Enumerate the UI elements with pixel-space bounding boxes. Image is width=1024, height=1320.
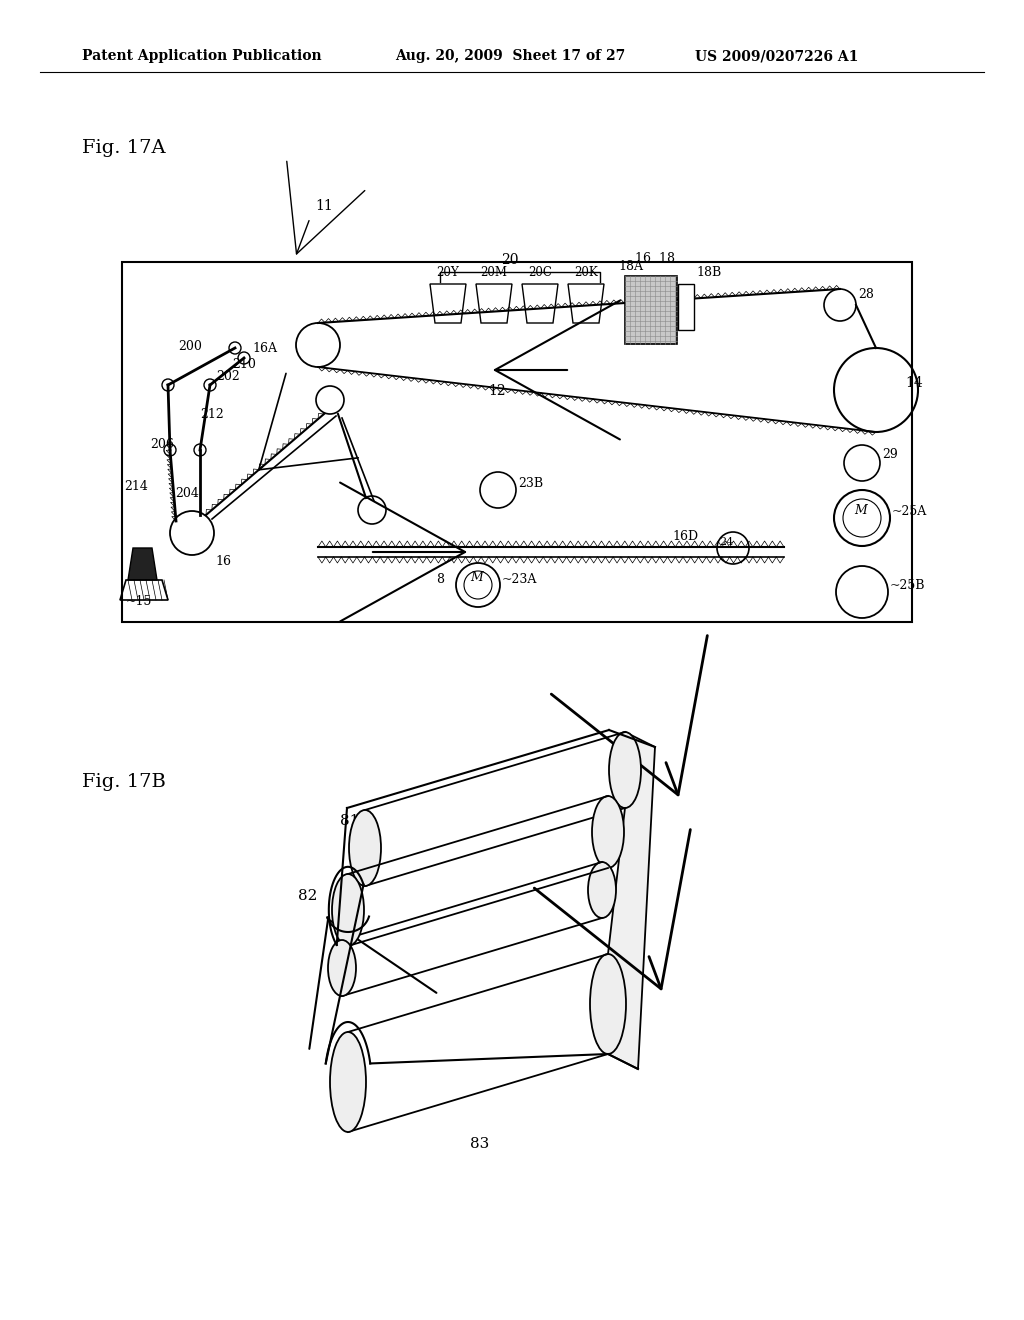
Text: Patent Application Publication: Patent Application Publication (82, 49, 322, 63)
Text: 214: 214 (124, 480, 147, 492)
Text: US 2009/0207226 A1: US 2009/0207226 A1 (695, 49, 858, 63)
Text: M: M (854, 504, 866, 517)
Ellipse shape (332, 874, 364, 946)
Text: 24: 24 (719, 537, 733, 546)
Ellipse shape (349, 810, 381, 886)
Text: ~25A: ~25A (892, 506, 928, 517)
Text: 14: 14 (905, 376, 923, 389)
Text: 20M: 20M (480, 267, 508, 279)
Text: ~23A: ~23A (502, 573, 538, 586)
Text: Fig. 17A: Fig. 17A (82, 139, 166, 157)
Text: 16D: 16D (672, 531, 698, 543)
Text: Fig. 17B: Fig. 17B (82, 774, 166, 791)
Text: M: M (470, 572, 482, 583)
Text: 18B: 18B (696, 267, 721, 279)
Text: Aug. 20, 2009  Sheet 17 of 27: Aug. 20, 2009 Sheet 17 of 27 (395, 49, 626, 63)
Text: 12: 12 (488, 384, 506, 399)
Text: 16  18: 16 18 (635, 252, 675, 265)
Text: 81: 81 (340, 814, 359, 828)
Bar (625, 276, 677, 345)
Bar (122, 261, 912, 622)
Text: 20K: 20K (574, 267, 598, 279)
Ellipse shape (588, 862, 616, 917)
Ellipse shape (330, 1032, 366, 1133)
Text: 20C: 20C (528, 267, 552, 279)
Text: 82: 82 (298, 888, 317, 903)
Text: 210: 210 (232, 358, 256, 371)
Text: 23B: 23B (518, 477, 543, 490)
Text: 18A: 18A (618, 260, 643, 273)
Text: 20: 20 (502, 253, 519, 267)
Text: 8: 8 (436, 573, 444, 586)
Text: 28: 28 (858, 288, 873, 301)
Text: 204: 204 (175, 487, 199, 500)
Text: 29: 29 (882, 447, 898, 461)
Ellipse shape (609, 733, 641, 808)
Text: 20Y: 20Y (436, 267, 460, 279)
Polygon shape (128, 548, 157, 579)
Text: 16: 16 (215, 554, 231, 568)
Text: 11: 11 (315, 199, 333, 213)
Ellipse shape (328, 940, 356, 997)
Text: 16A: 16A (252, 342, 278, 355)
Text: 200: 200 (178, 341, 202, 352)
Ellipse shape (590, 954, 626, 1053)
Text: 83: 83 (470, 1137, 489, 1151)
Text: ~15: ~15 (126, 595, 153, 609)
Bar (678, 284, 694, 330)
Text: 212: 212 (200, 408, 224, 421)
Text: 202: 202 (216, 370, 240, 383)
Text: ~25B: ~25B (890, 579, 926, 591)
Polygon shape (608, 733, 655, 1069)
Text: 206: 206 (150, 438, 174, 451)
Ellipse shape (592, 796, 624, 869)
